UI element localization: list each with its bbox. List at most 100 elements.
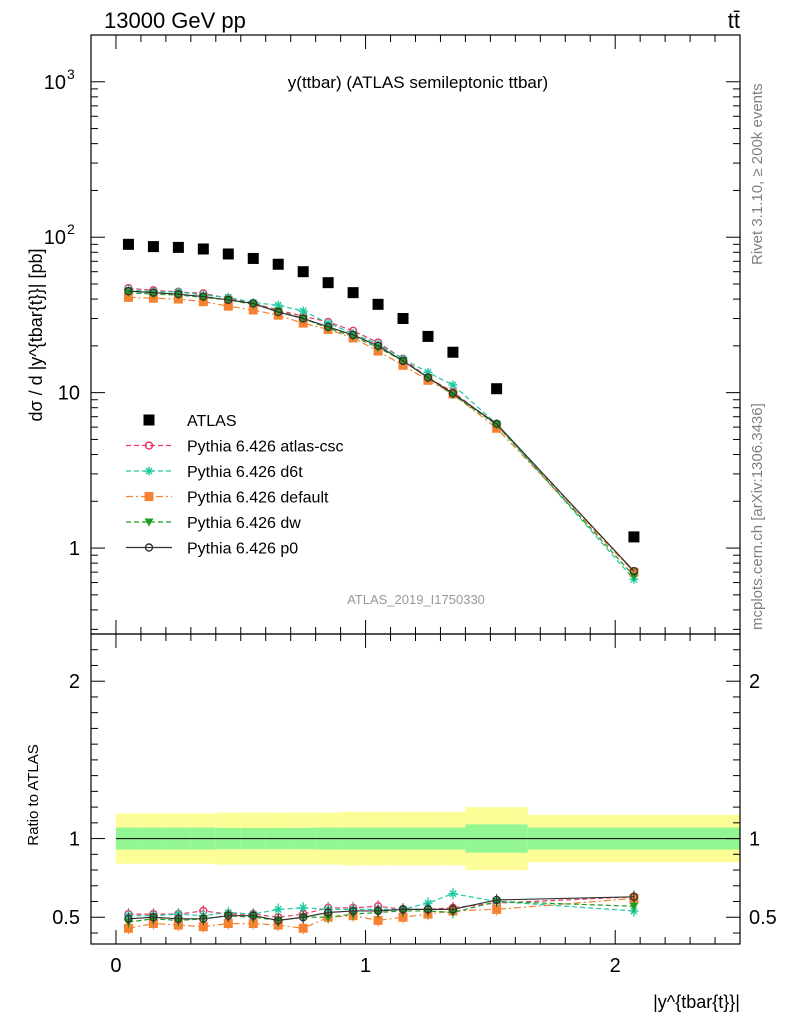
data-point xyxy=(298,318,308,328)
data-point xyxy=(373,341,383,351)
data-point xyxy=(628,531,640,543)
data-point xyxy=(147,241,159,253)
series-atlas xyxy=(122,238,640,543)
data-point xyxy=(224,295,233,305)
data-point xyxy=(272,258,284,270)
data-point xyxy=(247,252,259,264)
ratio-axis-ticks xyxy=(91,633,741,944)
data-point xyxy=(491,383,503,395)
data-point xyxy=(397,312,409,324)
ratio-y-tick-label-right: 0.5 xyxy=(749,907,777,929)
ratio-point xyxy=(629,902,639,911)
data-point xyxy=(172,241,184,253)
series-line xyxy=(128,290,635,572)
x-axis-label: |y^{tbar{t}}| xyxy=(653,992,740,1012)
legend: ATLAS Pythia 6.426 atlas-csc Pythia 6.426 … xyxy=(126,413,344,558)
ratio-point xyxy=(199,914,208,924)
ratio-series-line xyxy=(128,896,634,918)
ratio-y-tick-label-right: 1 xyxy=(749,829,760,851)
x-tick-label: 2 xyxy=(610,955,621,977)
ratio-point xyxy=(373,915,383,925)
energy-label: 13000 GeV pp xyxy=(104,8,246,33)
ratio-point xyxy=(629,892,639,901)
ratio-point xyxy=(298,913,308,922)
ratio-y-tick-labels: 0.5 0.5 1 1 2 2 xyxy=(52,671,777,929)
series-line xyxy=(128,289,635,580)
legend-marker xyxy=(144,492,154,501)
ratio-point xyxy=(448,905,458,914)
ratio-panel: 0.5 0.5 1 1 2 2 0 1 2 Ratio to ATLAS |y^{tbar{t… xyxy=(25,633,777,1012)
y-tick-exponent: 3 xyxy=(67,66,75,82)
ratio-point xyxy=(298,903,308,913)
data-point xyxy=(298,314,308,323)
series-pythia-6-426-p0 xyxy=(124,286,639,576)
ratio-point xyxy=(448,889,458,899)
legend-marker xyxy=(144,518,154,527)
data-point xyxy=(197,243,209,255)
series-line xyxy=(128,292,635,577)
legend-marker xyxy=(143,414,155,426)
data-point xyxy=(323,322,333,332)
ratio-series-line xyxy=(128,897,634,929)
data-point xyxy=(322,277,334,289)
legend-label: Pythia 6.426 default xyxy=(187,490,329,507)
data-point xyxy=(629,566,639,576)
data-point xyxy=(273,300,283,310)
data-point xyxy=(492,421,502,430)
data-point xyxy=(248,305,258,315)
ratio-y-tick-label-left: 2 xyxy=(69,671,80,693)
legend-marker xyxy=(144,441,154,450)
data-point xyxy=(348,330,358,340)
legend-label: Pythia 6.426 atlas-csc xyxy=(187,439,344,456)
y-tick-label: 10 xyxy=(44,72,66,94)
series-pythia-6-426-dw xyxy=(123,289,639,581)
main-panel: y(ttbar) (ATLAS semileptonic ttbar) ATLA… xyxy=(26,34,741,635)
series-pythia-6-426-default xyxy=(123,292,639,577)
data-point xyxy=(423,373,433,382)
ratio-series-line xyxy=(128,893,634,917)
x-tick-labels: 0 1 2 xyxy=(110,955,620,977)
process-label: tt̄ xyxy=(728,8,740,33)
ratio-y-label: Ratio to ATLAS xyxy=(25,744,42,845)
data-point xyxy=(347,287,359,299)
data-point xyxy=(398,356,408,366)
data-point xyxy=(124,286,133,296)
legend-label: Pythia 6.426 d6t xyxy=(187,464,303,481)
rivet-label: Rivet 3.1.10, ≥ 200k events xyxy=(749,83,766,265)
ratio-panel-frame xyxy=(90,633,741,945)
ratio-series-pythia-6-426-p0 xyxy=(124,890,639,927)
ratio-point xyxy=(124,914,133,924)
data-point xyxy=(422,330,434,342)
data-point xyxy=(222,248,234,260)
ratio-point xyxy=(298,923,308,933)
data-point xyxy=(348,332,358,341)
legend-marker xyxy=(144,543,154,552)
ratio-y-tick-label-left: 1 xyxy=(69,829,80,851)
ratio-point xyxy=(398,905,408,914)
ratio-point xyxy=(174,914,183,924)
data-point xyxy=(447,346,459,358)
y-tick-exponent: 2 xyxy=(67,221,75,237)
ratio-point xyxy=(323,908,333,917)
ratio-y-tick-label-left: 0.5 xyxy=(52,907,80,929)
data-point xyxy=(297,266,309,278)
data-point xyxy=(123,292,133,302)
legend-marker xyxy=(144,466,154,476)
ratio-series-line xyxy=(128,900,634,923)
ratio-y-tick-label-right: 2 xyxy=(749,671,760,693)
ratio-point xyxy=(398,912,408,922)
ratio-point xyxy=(249,911,258,920)
ratio-point xyxy=(149,913,158,922)
ratio-point xyxy=(223,919,233,929)
legend-label: Pythia 6.426 p0 xyxy=(187,541,298,558)
data-point xyxy=(448,380,458,390)
data-point xyxy=(373,344,383,353)
y-tick-label: 1 xyxy=(69,538,80,560)
data-point xyxy=(223,301,233,311)
data-point xyxy=(122,238,134,250)
ratio-point xyxy=(423,905,433,914)
y-tick-label: 10 xyxy=(44,227,66,249)
y-tick-label: 10 xyxy=(58,383,80,405)
ratio-point xyxy=(248,919,258,929)
ratio-point xyxy=(492,895,501,905)
